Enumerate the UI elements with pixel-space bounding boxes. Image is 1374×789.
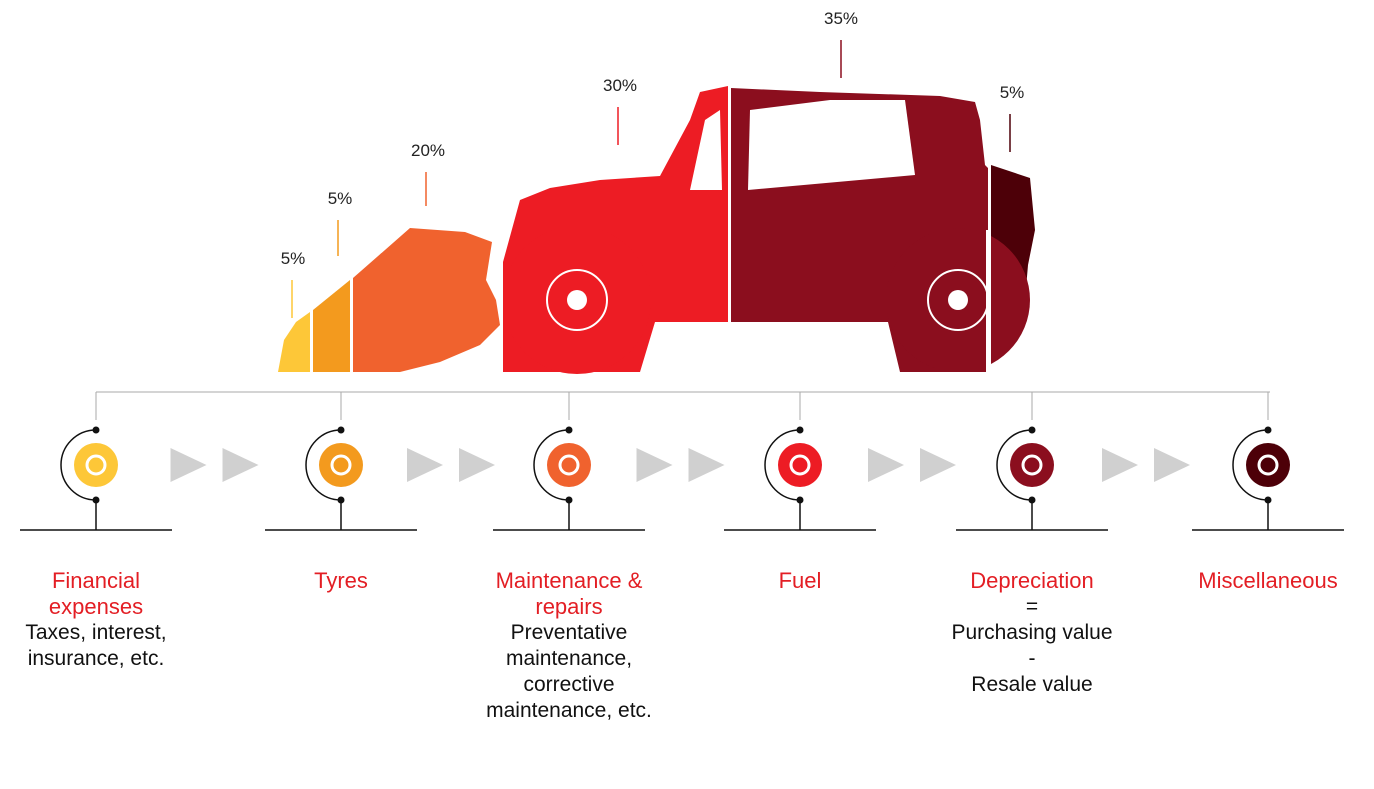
icon: [778, 443, 822, 487]
category-description: Preventative maintenance, corrective mai…: [474, 620, 664, 724]
category-description: Taxes, interest, insurance, etc.: [1, 620, 191, 672]
category-description: Resale value: [937, 672, 1127, 698]
dot: [797, 427, 804, 434]
icon: [74, 443, 118, 487]
percent-label: 5%: [281, 249, 306, 268]
page: {"segments": [ {"label": "5%", "color": …: [0, 0, 1374, 789]
dot: [1029, 427, 1036, 434]
arrow: [868, 448, 904, 482]
category: Miscellaneous: [1173, 568, 1363, 594]
category-title: Tyres: [266, 568, 416, 594]
percent-label: 30%: [603, 76, 637, 95]
window: [748, 100, 915, 190]
segment-shape: [313, 280, 350, 372]
category-title: Financial expenses: [21, 568, 171, 620]
percent-label: 5%: [328, 189, 353, 208]
arrow: [223, 448, 259, 482]
dot: [1265, 427, 1272, 434]
percent-label: 20%: [411, 141, 445, 160]
dot: [93, 427, 100, 434]
category-description: =: [937, 594, 1127, 620]
category-title: Miscellaneous: [1193, 568, 1343, 594]
category-description: -: [937, 646, 1127, 672]
arrow: [689, 448, 725, 482]
category-description: Purchasing value: [937, 620, 1127, 646]
arrow: [459, 448, 495, 482]
percent-label: 5%: [1000, 83, 1025, 102]
icon: [547, 443, 591, 487]
category-title: Depreciation: [957, 568, 1107, 594]
segment-shape: [353, 228, 500, 372]
category-title: Fuel: [725, 568, 875, 594]
category: Depreciation=Purchasing value-Resale val…: [937, 568, 1127, 698]
hub: [948, 290, 968, 310]
segment-shape: [278, 312, 310, 372]
arrow: [637, 448, 673, 482]
arrow: [171, 448, 207, 482]
hub: [567, 290, 587, 310]
category: Tyres: [246, 568, 436, 594]
percent-label: 35%: [824, 9, 858, 28]
dot: [566, 427, 573, 434]
arrow: [407, 448, 443, 482]
category: Fuel: [705, 568, 895, 594]
category-title: Maintenance & repairs: [494, 568, 644, 620]
arrow: [920, 448, 956, 482]
dot: [338, 427, 345, 434]
arrow: [1154, 448, 1190, 482]
icon: [1010, 443, 1054, 487]
icon: [319, 443, 363, 487]
diagram: 5% 5% 20% 30% 35% 5%: [0, 0, 1374, 789]
arrow: [1102, 448, 1138, 482]
icon: [1246, 443, 1290, 487]
